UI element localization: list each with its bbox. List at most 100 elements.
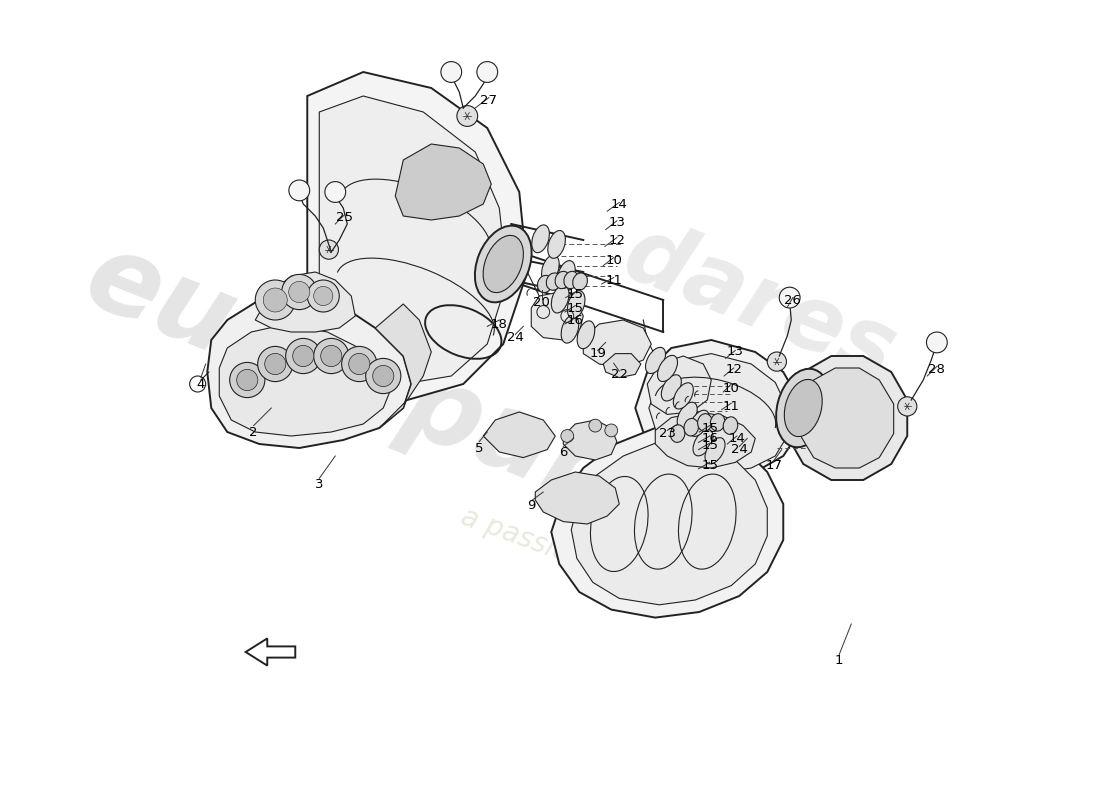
- Text: 25: 25: [337, 211, 353, 224]
- Text: 14: 14: [728, 432, 746, 445]
- Circle shape: [288, 282, 310, 302]
- Ellipse shape: [705, 438, 725, 464]
- Circle shape: [293, 346, 314, 366]
- Text: 15: 15: [701, 459, 718, 472]
- Text: 26: 26: [784, 294, 801, 306]
- Circle shape: [342, 346, 377, 382]
- Ellipse shape: [697, 414, 712, 431]
- Circle shape: [456, 106, 477, 126]
- Text: 14: 14: [610, 198, 628, 210]
- Text: dares: dares: [610, 210, 907, 398]
- Circle shape: [236, 370, 257, 390]
- Text: 16: 16: [566, 314, 584, 326]
- Ellipse shape: [684, 418, 699, 436]
- Circle shape: [263, 288, 287, 312]
- Text: 4: 4: [197, 378, 205, 390]
- Ellipse shape: [556, 271, 570, 289]
- Polygon shape: [319, 96, 507, 384]
- Ellipse shape: [483, 235, 524, 293]
- Ellipse shape: [777, 369, 830, 447]
- Text: eurospares: eurospares: [69, 222, 745, 578]
- Circle shape: [324, 182, 345, 202]
- Ellipse shape: [661, 374, 681, 401]
- Polygon shape: [395, 144, 492, 220]
- Text: 1: 1: [835, 654, 844, 666]
- Circle shape: [257, 346, 293, 382]
- Polygon shape: [551, 428, 783, 618]
- Circle shape: [286, 338, 321, 374]
- Ellipse shape: [475, 226, 531, 302]
- Polygon shape: [255, 272, 355, 332]
- Ellipse shape: [711, 414, 725, 431]
- Circle shape: [319, 240, 339, 259]
- Text: 22: 22: [610, 368, 628, 381]
- Ellipse shape: [547, 273, 561, 290]
- Polygon shape: [571, 442, 768, 605]
- Circle shape: [926, 332, 947, 353]
- Ellipse shape: [568, 290, 585, 318]
- Polygon shape: [531, 292, 583, 340]
- Text: 15: 15: [566, 302, 584, 314]
- Ellipse shape: [658, 355, 678, 382]
- Circle shape: [365, 358, 400, 394]
- Text: 10: 10: [723, 382, 739, 394]
- Polygon shape: [307, 72, 527, 400]
- Circle shape: [373, 366, 394, 386]
- Circle shape: [561, 430, 574, 442]
- Circle shape: [314, 338, 349, 374]
- Polygon shape: [563, 420, 617, 460]
- Polygon shape: [375, 304, 431, 428]
- Circle shape: [898, 397, 917, 416]
- Ellipse shape: [573, 273, 587, 290]
- Circle shape: [282, 274, 317, 310]
- Text: 28: 28: [928, 363, 945, 376]
- Ellipse shape: [670, 425, 685, 442]
- Circle shape: [441, 62, 462, 82]
- Text: 13: 13: [727, 346, 744, 358]
- Circle shape: [477, 62, 497, 82]
- Ellipse shape: [723, 417, 738, 434]
- Ellipse shape: [690, 410, 710, 437]
- Circle shape: [321, 346, 342, 366]
- Text: 20: 20: [534, 296, 550, 309]
- Text: 16: 16: [701, 432, 718, 445]
- Polygon shape: [800, 368, 893, 468]
- Ellipse shape: [678, 402, 697, 429]
- Text: 2: 2: [250, 426, 257, 438]
- Ellipse shape: [558, 261, 575, 289]
- Circle shape: [588, 419, 602, 432]
- Ellipse shape: [784, 379, 822, 437]
- Ellipse shape: [564, 271, 579, 289]
- Polygon shape: [483, 412, 556, 458]
- Circle shape: [255, 280, 295, 320]
- Text: 27: 27: [481, 94, 497, 106]
- Text: 9: 9: [527, 499, 536, 512]
- Polygon shape: [583, 320, 651, 368]
- Text: 13: 13: [608, 216, 626, 229]
- Text: 11: 11: [723, 400, 740, 413]
- Text: since 1985: since 1985: [755, 366, 891, 434]
- Text: 5: 5: [475, 442, 484, 454]
- Text: 17: 17: [766, 459, 782, 472]
- Circle shape: [265, 354, 286, 374]
- Text: 24: 24: [507, 331, 524, 344]
- Text: 11: 11: [605, 274, 623, 286]
- Ellipse shape: [646, 347, 666, 374]
- Polygon shape: [656, 412, 756, 468]
- Ellipse shape: [561, 315, 579, 343]
- Ellipse shape: [693, 430, 713, 456]
- Polygon shape: [536, 472, 619, 524]
- Text: 15: 15: [701, 439, 718, 452]
- Polygon shape: [219, 324, 392, 436]
- Text: 12: 12: [725, 363, 742, 376]
- Circle shape: [605, 424, 618, 437]
- Ellipse shape: [531, 225, 549, 253]
- Text: 3: 3: [315, 478, 323, 490]
- Ellipse shape: [538, 275, 552, 293]
- Polygon shape: [788, 356, 908, 480]
- Polygon shape: [603, 354, 641, 378]
- Circle shape: [289, 180, 310, 201]
- Circle shape: [349, 354, 370, 374]
- Polygon shape: [649, 354, 788, 474]
- Ellipse shape: [551, 285, 569, 313]
